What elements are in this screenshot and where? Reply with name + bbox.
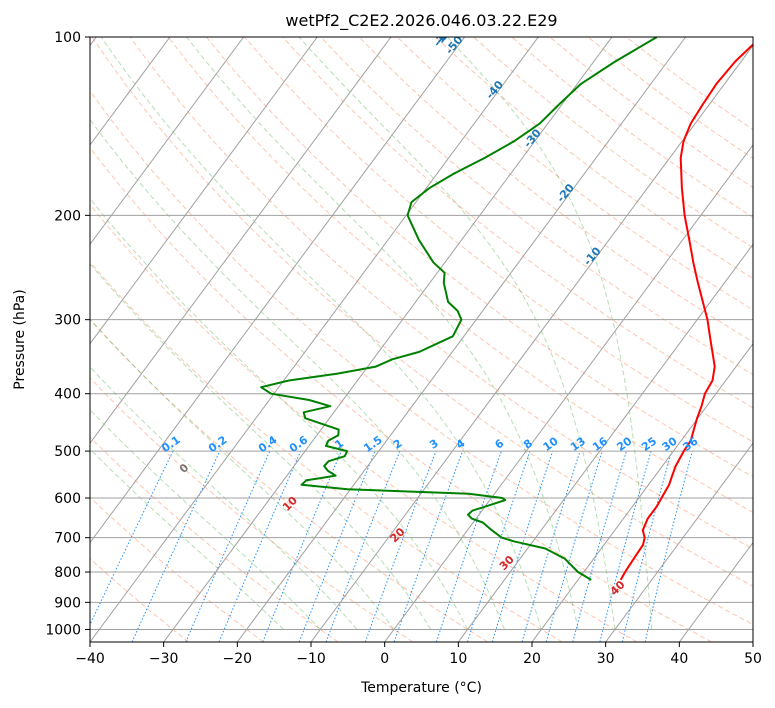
dry-adiabat (90, 436, 339, 642)
plot-area: 0.1 0.2 0.4 0.6 1 1.5 2 3 4 6 8 10 13 16 20 25 30 3601020… (90, 23, 753, 642)
dry-adiabat (282, 37, 753, 409)
mixing-ratio-line (572, 450, 627, 642)
mixing-ratio-line (364, 450, 437, 642)
y-tick-label: 1000 (45, 622, 81, 638)
x-tick-label: −20 (223, 651, 253, 667)
isobars (90, 37, 753, 630)
dry-adiabat (90, 203, 638, 642)
x-tick-label: 20 (523, 651, 541, 667)
x-tick-label: 40 (670, 651, 688, 667)
moist-adiabat-label: -70 (433, 23, 456, 47)
moist-adiabat-label: -60 (433, 23, 456, 47)
isotherm (531, 342, 753, 642)
y-tick-label: 200 (54, 208, 81, 224)
dry-adiabat (90, 261, 563, 642)
x-tick-label: 30 (597, 651, 615, 667)
isotherm (457, 243, 753, 642)
mixing-ratio-line (644, 450, 693, 642)
x-tick-label: 10 (449, 651, 467, 667)
y-tick-label: 100 (54, 30, 81, 46)
x-axis-label: Temperature (°C) (360, 680, 482, 696)
mixing-ratio-line (218, 450, 302, 642)
moist-adiabat (90, 318, 395, 630)
dewpoint-line (260, 37, 658, 581)
mixing-ratio-line (521, 450, 581, 642)
mixing-ratio-lines (90, 450, 693, 642)
mixing-ratio-line (325, 450, 401, 642)
mixing-ratio-line (599, 450, 652, 642)
y-axis-label: Pressure (hPa) (12, 289, 28, 389)
moist-adiabat (186, 37, 579, 630)
isotherm (236, 37, 687, 642)
mixing-ratio-line (185, 450, 271, 642)
isotherm (90, 37, 318, 345)
dry-adiabat (90, 146, 712, 642)
isotherms (90, 37, 753, 642)
x-tick-label: 50 (744, 651, 762, 667)
moist-adiabat-label: -90 (433, 23, 456, 47)
moist-adiabat (90, 366, 358, 630)
moist-adiabat-label: -80 (433, 23, 456, 47)
moist-adiabat (100, 37, 542, 630)
isotherm (90, 37, 171, 146)
x-tick-label: 0 (380, 651, 389, 667)
x-tick-label: −40 (75, 651, 105, 667)
chart-title: wetPf2_C2E2.2026.046.03.22.E29 (285, 11, 557, 31)
y-tick-label: 900 (54, 595, 81, 611)
moist-adiabat (298, 37, 616, 630)
temperature-line (619, 43, 753, 581)
mixing-ratio-line (435, 450, 502, 642)
mixing-ratio-line (298, 450, 376, 642)
mixing-ratio-line (262, 450, 342, 642)
dry-adiabat (167, 37, 753, 513)
x-tick-label: −30 (149, 651, 179, 667)
y-tick-label: 500 (54, 444, 81, 460)
plot-frame (89, 36, 754, 643)
dry-adiabat (90, 318, 488, 642)
moist-adiabat (90, 263, 432, 630)
dry-adiabat (396, 37, 753, 311)
y-tick-label: 800 (54, 565, 81, 581)
sounding-series (260, 37, 753, 581)
isotherm (90, 37, 392, 445)
isotherm (90, 37, 245, 246)
mixing-ratio-line (545, 450, 603, 642)
moist-adiabats (90, 37, 653, 630)
isotherm (90, 37, 539, 642)
y-axis-ticks: 100 200 300 400 500 600 700 800 900 1000 (45, 30, 90, 638)
isotherm (384, 144, 753, 642)
isotherm (90, 37, 466, 544)
moist-adiabat (90, 118, 505, 630)
y-tick-label: 600 (54, 491, 81, 507)
dry-adiabat (244, 37, 753, 443)
dry-adiabat (90, 557, 190, 642)
x-tick-label: −10 (296, 651, 326, 667)
y-tick-label: 400 (54, 387, 81, 403)
dry-adiabat (90, 90, 753, 626)
y-tick-label: 300 (54, 313, 81, 329)
y-tick-label: 700 (54, 531, 81, 547)
moist-adiabat (90, 448, 284, 630)
x-axis-ticks: −40 −30 −20 −10 0 10 20 30 40 50 (75, 642, 762, 667)
isotherm (605, 442, 753, 642)
moist-adiabat (90, 409, 321, 630)
isotherm (163, 37, 613, 642)
moist-adiabat (446, 37, 653, 630)
mixing-ratio-line (467, 450, 531, 642)
